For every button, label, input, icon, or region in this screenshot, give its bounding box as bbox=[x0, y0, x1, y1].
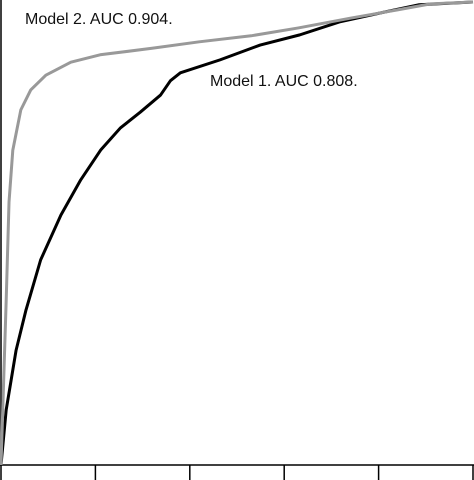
series-label: Model 1. AUC 0.808. bbox=[210, 73, 358, 90]
roc-line bbox=[0, 0, 474, 466]
roc-line bbox=[0, 0, 474, 466]
series-label: Model 2. AUC 0.904. bbox=[25, 11, 173, 28]
